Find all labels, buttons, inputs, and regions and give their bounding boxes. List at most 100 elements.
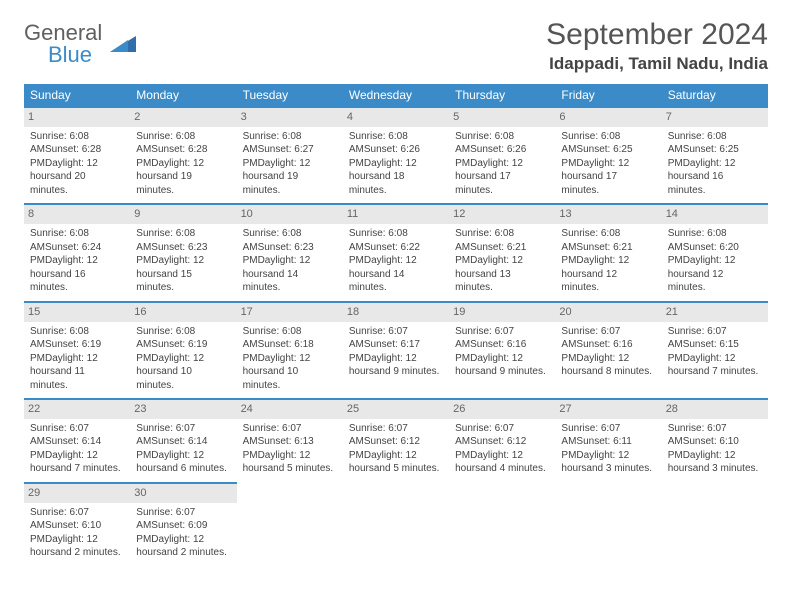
day-number: 8 — [24, 205, 130, 224]
calendar-day-cell: 15Sunrise: 6:08 AMSunset: 6:19 PMDayligh… — [24, 302, 130, 399]
calendar-day-cell: 3Sunrise: 6:08 AMSunset: 6:27 PMDaylight… — [237, 107, 343, 204]
day-number: 14 — [662, 205, 768, 224]
calendar-week-row: 8Sunrise: 6:08 AMSunset: 6:24 PMDaylight… — [24, 204, 768, 301]
logo-line2: Blue — [48, 44, 102, 66]
calendar-day-cell: 8Sunrise: 6:08 AMSunset: 6:24 PMDaylight… — [24, 204, 130, 301]
calendar-table: Sunday Monday Tuesday Wednesday Thursday… — [24, 84, 768, 566]
calendar-day-cell: 28Sunrise: 6:07 AMSunset: 6:10 PMDayligh… — [662, 399, 768, 483]
calendar-day-cell: 18Sunrise: 6:07 AMSunset: 6:17 PMDayligh… — [343, 302, 449, 399]
weekday-header-row: Sunday Monday Tuesday Wednesday Thursday… — [24, 84, 768, 107]
day-number: 29 — [24, 484, 130, 503]
daylight-line2: and 5 minutes. — [268, 463, 334, 474]
calendar-day-cell — [237, 483, 343, 566]
calendar-day-cell: 12Sunrise: 6:08 AMSunset: 6:21 PMDayligh… — [449, 204, 555, 301]
calendar-day-cell: 27Sunrise: 6:07 AMSunset: 6:11 PMDayligh… — [555, 399, 661, 483]
daylight-line2: and 6 minutes. — [161, 463, 227, 474]
daylight-line2: and 5 minutes. — [374, 463, 440, 474]
day-number: 17 — [237, 303, 343, 322]
daylight-line2: and 4 minutes. — [480, 463, 546, 474]
location: Idappadi, Tamil Nadu, India — [546, 54, 768, 74]
calendar-day-cell: 19Sunrise: 6:07 AMSunset: 6:16 PMDayligh… — [449, 302, 555, 399]
day-number: 4 — [343, 108, 449, 127]
weekday-header: Monday — [130, 84, 236, 107]
calendar-day-cell: 4Sunrise: 6:08 AMSunset: 6:26 PMDaylight… — [343, 107, 449, 204]
header: General Blue September 2024 Idappadi, Ta… — [24, 18, 768, 74]
daylight-line2: and 2 minutes. — [55, 547, 121, 558]
day-number: 1 — [24, 108, 130, 127]
calendar-day-cell: 1Sunrise: 6:08 AMSunset: 6:28 PMDaylight… — [24, 107, 130, 204]
calendar-week-row: 29Sunrise: 6:07 AMSunset: 6:10 PMDayligh… — [24, 483, 768, 566]
calendar-day-cell: 17Sunrise: 6:08 AMSunset: 6:18 PMDayligh… — [237, 302, 343, 399]
logo: General Blue — [24, 22, 136, 66]
calendar-day-cell: 5Sunrise: 6:08 AMSunset: 6:26 PMDaylight… — [449, 107, 555, 204]
calendar-body: 1Sunrise: 6:08 AMSunset: 6:28 PMDaylight… — [24, 107, 768, 566]
day-number: 15 — [24, 303, 130, 322]
daylight-line2: and 7 minutes. — [693, 366, 759, 377]
calendar-day-cell: 6Sunrise: 6:08 AMSunset: 6:25 PMDaylight… — [555, 107, 661, 204]
day-number: 27 — [555, 400, 661, 419]
day-number: 10 — [237, 205, 343, 224]
calendar-day-cell: 7Sunrise: 6:08 AMSunset: 6:25 PMDaylight… — [662, 107, 768, 204]
logo-triangle-icon — [110, 32, 136, 57]
calendar-week-row: 15Sunrise: 6:08 AMSunset: 6:19 PMDayligh… — [24, 302, 768, 399]
day-number: 3 — [237, 108, 343, 127]
calendar-day-cell — [343, 483, 449, 566]
day-number: 22 — [24, 400, 130, 419]
calendar-day-cell: 16Sunrise: 6:08 AMSunset: 6:19 PMDayligh… — [130, 302, 236, 399]
calendar-week-row: 22Sunrise: 6:07 AMSunset: 6:14 PMDayligh… — [24, 399, 768, 483]
day-number: 26 — [449, 400, 555, 419]
logo-text-block: General Blue — [24, 22, 102, 66]
calendar-day-cell: 23Sunrise: 6:07 AMSunset: 6:14 PMDayligh… — [130, 399, 236, 483]
day-number: 11 — [343, 205, 449, 224]
day-number: 19 — [449, 303, 555, 322]
calendar-day-cell: 26Sunrise: 6:07 AMSunset: 6:12 PMDayligh… — [449, 399, 555, 483]
day-number: 28 — [662, 400, 768, 419]
day-number: 5 — [449, 108, 555, 127]
day-number: 16 — [130, 303, 236, 322]
day-number: 12 — [449, 205, 555, 224]
weekday-header: Friday — [555, 84, 661, 107]
calendar-day-cell — [662, 483, 768, 566]
day-number: 18 — [343, 303, 449, 322]
day-number: 23 — [130, 400, 236, 419]
calendar-day-cell: 30Sunrise: 6:07 AMSunset: 6:09 PMDayligh… — [130, 483, 236, 566]
day-number: 20 — [555, 303, 661, 322]
logo-line1: General — [24, 22, 102, 44]
daylight-line2: and 2 minutes. — [161, 547, 227, 558]
daylight-line2: and 9 minutes. — [374, 366, 440, 377]
calendar-day-cell: 9Sunrise: 6:08 AMSunset: 6:23 PMDaylight… — [130, 204, 236, 301]
day-number: 13 — [555, 205, 661, 224]
calendar-day-cell: 11Sunrise: 6:08 AMSunset: 6:22 PMDayligh… — [343, 204, 449, 301]
day-number: 30 — [130, 484, 236, 503]
calendar-week-row: 1Sunrise: 6:08 AMSunset: 6:28 PMDaylight… — [24, 107, 768, 204]
calendar-day-cell: 21Sunrise: 6:07 AMSunset: 6:15 PMDayligh… — [662, 302, 768, 399]
calendar-day-cell: 14Sunrise: 6:08 AMSunset: 6:20 PMDayligh… — [662, 204, 768, 301]
calendar-day-cell: 25Sunrise: 6:07 AMSunset: 6:12 PMDayligh… — [343, 399, 449, 483]
calendar-day-cell — [555, 483, 661, 566]
daylight-line2: and 7 minutes. — [55, 463, 121, 474]
calendar-day-cell: 10Sunrise: 6:08 AMSunset: 6:23 PMDayligh… — [237, 204, 343, 301]
calendar-day-cell: 24Sunrise: 6:07 AMSunset: 6:13 PMDayligh… — [237, 399, 343, 483]
weekday-header: Tuesday — [237, 84, 343, 107]
calendar-day-cell: 20Sunrise: 6:07 AMSunset: 6:16 PMDayligh… — [555, 302, 661, 399]
daylight-line2: and 3 minutes. — [586, 463, 652, 474]
day-number: 25 — [343, 400, 449, 419]
calendar-day-cell: 2Sunrise: 6:08 AMSunset: 6:28 PMDaylight… — [130, 107, 236, 204]
daylight-line2: and 8 minutes. — [586, 366, 652, 377]
weekday-header: Saturday — [662, 84, 768, 107]
day-number: 9 — [130, 205, 236, 224]
title-block: September 2024 Idappadi, Tamil Nadu, Ind… — [546, 18, 768, 74]
calendar-day-cell: 29Sunrise: 6:07 AMSunset: 6:10 PMDayligh… — [24, 483, 130, 566]
month-title: September 2024 — [546, 18, 768, 52]
weekday-header: Thursday — [449, 84, 555, 107]
daylight-line2: and 9 minutes. — [480, 366, 546, 377]
calendar-day-cell: 22Sunrise: 6:07 AMSunset: 6:14 PMDayligh… — [24, 399, 130, 483]
weekday-header: Wednesday — [343, 84, 449, 107]
weekday-header: Sunday — [24, 84, 130, 107]
day-number: 7 — [662, 108, 768, 127]
day-number: 6 — [555, 108, 661, 127]
day-number: 24 — [237, 400, 343, 419]
calendar-day-cell — [449, 483, 555, 566]
day-number: 2 — [130, 108, 236, 127]
day-number: 21 — [662, 303, 768, 322]
